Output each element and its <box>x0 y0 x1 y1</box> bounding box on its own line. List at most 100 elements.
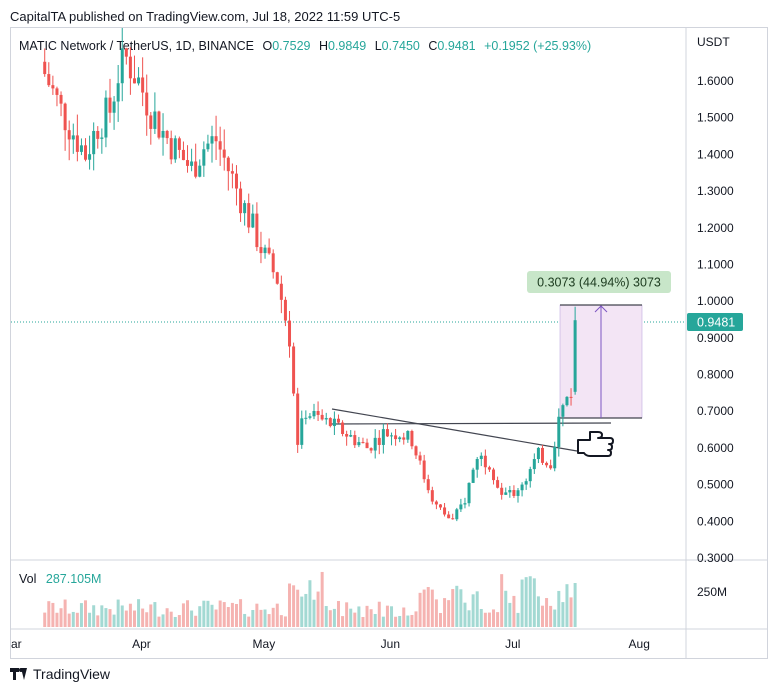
candle-body <box>279 283 283 300</box>
volume-bar <box>349 608 353 627</box>
volume-bar <box>67 613 71 627</box>
pointing-hand-icon <box>577 431 614 457</box>
candle-body <box>308 416 312 418</box>
tradingview-logo-icon <box>10 668 28 680</box>
candle-body <box>67 130 71 140</box>
volume-bar <box>540 605 544 627</box>
volume-bar <box>304 593 308 627</box>
candle-body <box>332 418 336 427</box>
breakout-horizontal-line[interactable] <box>328 422 612 425</box>
price-tick-label: 1.5000 <box>697 111 734 125</box>
volume-bar <box>279 615 283 627</box>
volume-bar <box>508 602 512 627</box>
volume-bar <box>194 615 198 627</box>
candle-body <box>418 455 422 461</box>
volume-bar <box>520 579 524 627</box>
low-value: 0.7450 <box>382 39 420 53</box>
candle-body <box>561 405 565 417</box>
candle-body <box>186 160 190 166</box>
price-tick-label: 0.6000 <box>697 441 734 455</box>
candle-body <box>255 213 259 248</box>
volume-bar <box>186 600 190 627</box>
candle-body <box>463 503 467 505</box>
volume-bar <box>165 608 169 627</box>
volume-bar <box>222 602 226 627</box>
volume-bar <box>398 615 402 627</box>
volume-bar <box>414 611 418 627</box>
candle-body <box>190 161 194 166</box>
candle-body <box>194 161 198 177</box>
candle-body <box>120 48 124 84</box>
price-tick-label: 1.2000 <box>697 221 734 235</box>
volume-bar <box>230 602 234 627</box>
volume-bar <box>300 596 304 627</box>
candle-body <box>471 469 475 483</box>
volume-bar <box>59 608 63 627</box>
volume-bar <box>500 574 504 627</box>
volume-bar <box>173 616 177 627</box>
volume-bar <box>169 611 173 627</box>
volume-value: 287.105M <box>46 572 102 586</box>
volume-bar <box>406 615 410 627</box>
volume-bar <box>553 609 557 627</box>
candle-body <box>459 504 463 510</box>
volume-bar <box>132 610 136 627</box>
candle-body <box>369 448 373 451</box>
volume-bar <box>206 600 210 627</box>
high-value: 0.9849 <box>328 39 366 53</box>
volume-bar <box>341 616 345 627</box>
candle-body <box>198 165 202 177</box>
candle-body <box>422 460 426 480</box>
volume-bar <box>292 585 296 627</box>
time-axis[interactable]: ar Apr May Jun Jul Aug <box>11 637 650 651</box>
candle-body <box>573 320 577 392</box>
candle-body <box>455 509 459 520</box>
tradingview-logo[interactable]: TradingView <box>10 664 110 684</box>
volume-bar <box>565 584 569 627</box>
volume-bar <box>51 602 55 627</box>
volume-bar <box>157 616 161 627</box>
candle-body <box>43 61 47 75</box>
volume-bar <box>283 616 287 627</box>
time-tick-label: Apr <box>132 637 151 651</box>
volume-bar <box>47 601 51 627</box>
volume-bar <box>426 587 430 627</box>
chart-canvas[interactable]: MATIC Network / TetherUS, 1D, BINANCE O0… <box>11 28 767 658</box>
candle-body <box>100 137 104 139</box>
volume-series[interactable] <box>43 571 577 627</box>
volume-bar <box>390 606 394 627</box>
candle-body <box>483 455 487 468</box>
candle-body <box>443 507 447 515</box>
volume-bar <box>92 605 96 627</box>
candle-body <box>104 97 108 138</box>
publisher-caption: CapitalTA published on TradingView.com, … <box>10 9 401 24</box>
candle-series[interactable] <box>43 28 577 522</box>
volume-axis-tick: 250M <box>697 585 727 599</box>
volume-bar <box>475 591 479 627</box>
last-price-tag: 0.9481 <box>697 316 735 330</box>
open-label: O <box>263 39 273 53</box>
volume-bar <box>316 591 320 627</box>
candle-body <box>341 422 345 434</box>
candle-body <box>177 138 181 150</box>
volume-bar <box>275 603 279 627</box>
currency-label: USDT <box>697 35 730 49</box>
volume-bar <box>430 589 434 627</box>
volume-bar <box>336 601 340 627</box>
candle-body <box>47 74 51 86</box>
volume-bar <box>545 598 549 627</box>
candle-body <box>51 85 55 89</box>
volume-bar <box>332 608 336 627</box>
candle-body <box>540 447 544 463</box>
price-axis[interactable]: 1.6000 1.5000 1.4000 1.3000 1.2000 1.1000 1.00… <box>697 74 734 565</box>
candle-body <box>361 442 365 444</box>
candle-body <box>88 154 92 160</box>
candle-body <box>296 393 300 445</box>
neckline-trendline[interactable] <box>331 408 578 452</box>
candle-body <box>124 48 128 57</box>
price-tick-label: 1.4000 <box>697 147 734 161</box>
chart-frame[interactable]: MATIC Network / TetherUS, 1D, BINANCE O0… <box>10 27 768 659</box>
volume-bar <box>528 576 532 627</box>
candle-body <box>365 442 369 449</box>
price-tick-label: 0.5000 <box>697 478 734 492</box>
